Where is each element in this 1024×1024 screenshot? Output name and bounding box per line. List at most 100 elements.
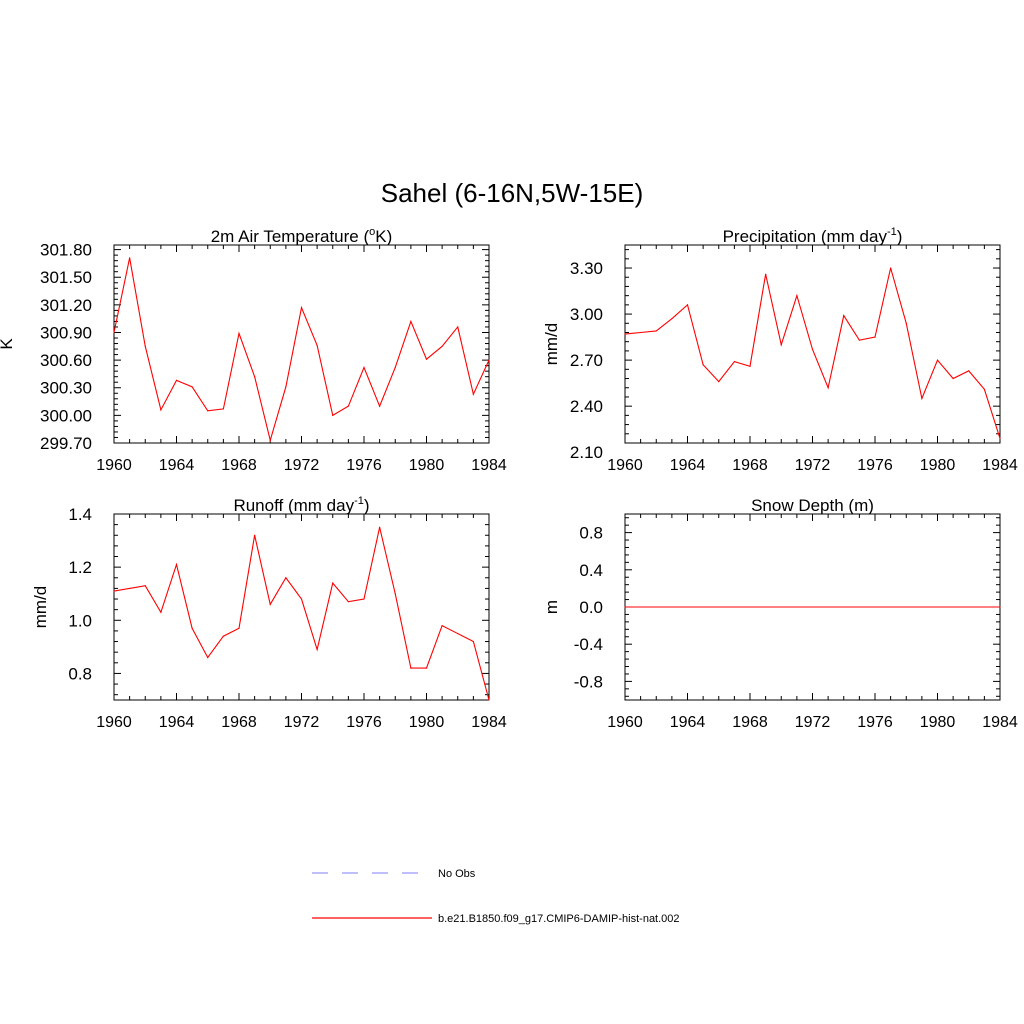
air-temperature-data-point: [254, 376, 256, 378]
air-temperature-ytick-label: 300.90: [40, 323, 92, 342]
runoff-data-point: [191, 627, 193, 629]
runoff-data-point: [222, 635, 224, 637]
precipitation-data-point: [890, 267, 892, 269]
air-temperature-data-point: [175, 379, 178, 381]
precipitation-data-point: [968, 370, 970, 372]
air-temperature-data-point: [363, 366, 365, 369]
panel-air-temperature: 2m Air Temperature (oK) K 1960 1964 1968 1972…: [0, 226, 507, 474]
air-temperature-data-point: [488, 359, 490, 361]
runoff-data-point: [472, 640, 474, 643]
air-temperature-data-point: [207, 410, 209, 412]
air-temperature-ytick-label: 301.80: [40, 241, 92, 260]
precipitation-ytick-label: 3.00: [570, 305, 603, 324]
air-temperature-ytick-label: 301.20: [40, 296, 92, 315]
runoff-xtick-label: 1968: [221, 714, 257, 731]
panel-precipitation: Precipitation (mm day-1) mm/d 1960 1964 1968…: [542, 226, 1018, 474]
precipitation-data-point: [733, 361, 735, 363]
precipitation-data-point: [827, 387, 829, 389]
panel-runoff: Runoff (mm day-1) mm/d 1960 1964 1968 1972 197…: [31, 495, 507, 731]
precipitation-data-point: [811, 348, 814, 350]
legend-no-obs-label: No Obs: [438, 868, 476, 880]
precipitation-data-point: [905, 322, 907, 324]
runoff-ylabel: mm/d: [31, 586, 50, 629]
precipitation-data-point: [936, 359, 939, 361]
precipitation-data-point: [749, 365, 751, 367]
precipitation-data-point: [999, 437, 1001, 439]
snow-depth-xtick-label: 1980: [920, 714, 956, 731]
precipitation-data-point: [624, 333, 626, 335]
air-temperature-data-point: [472, 393, 474, 395]
runoff-data-point: [457, 632, 459, 635]
runoff-xtick-label: 1972: [284, 714, 320, 731]
air-temperature-xtick-label: 1968: [221, 457, 257, 474]
precipitation-data-point: [780, 344, 782, 346]
precipitation-ytick-label: 2.70: [570, 351, 603, 370]
runoff-data-point: [300, 598, 303, 600]
precipitation-data-point: [640, 331, 642, 334]
air-temperature-ytick-label: 300.00: [40, 406, 92, 425]
precipitation-data-point: [843, 315, 845, 317]
air-temperature-data-point: [332, 414, 334, 416]
air-temperature-data-point: [441, 345, 443, 347]
runoff-ytick-label: 1.0: [68, 611, 92, 630]
precipitation-xtick-label: 1976: [857, 457, 893, 474]
snow-depth-xtick-label: 1964: [670, 714, 706, 731]
air-temperature-xtick-label: 1972: [284, 457, 320, 474]
precipitation-xtick-label: 1960: [607, 457, 643, 474]
air-temperature-data-point: [129, 257, 131, 259]
panel-snow-depth: Snow Depth (m) m 1960 1964 1968 1972 1976 1980 1…: [542, 496, 1018, 731]
precipitation-ytick-label: 2.10: [570, 443, 603, 462]
precipitation-data-point: [702, 364, 704, 366]
precipitation-title: Precipitation (mm day-1): [723, 226, 903, 246]
air-temperature-data-point: [300, 307, 303, 309]
air-temperature-ytick-label: 301.50: [40, 268, 92, 287]
air-temperature-frame: [113, 244, 490, 444]
runoff-data-point: [254, 534, 256, 536]
runoff-data-point: [394, 593, 396, 595]
precipitation-xtick-label: 1964: [670, 457, 706, 474]
precipitation-data-point: [686, 304, 689, 306]
precipitation-data-point: [796, 295, 798, 297]
precipitation-data-point: [718, 381, 720, 383]
air-temperature-xtick-label: 1984: [471, 457, 507, 474]
air-temperature-ytick-label: 300.30: [40, 379, 92, 398]
air-temperature-data-point: [238, 332, 240, 335]
precipitation-series-line: [624, 267, 1001, 439]
snow-depth-xtick-label: 1968: [732, 714, 768, 731]
snow-depth-data-point: [999, 606, 1001, 608]
snow-depth-ytick-label: 0.0: [579, 598, 603, 617]
runoff-data-point: [488, 699, 490, 701]
precipitation-data-point: [952, 377, 954, 380]
runoff-data-point: [347, 601, 349, 603]
precipitation-ytick-label: 3.30: [570, 259, 603, 278]
runoff-data-point: [379, 526, 381, 528]
snow-depth-ytick-label: 0.8: [579, 524, 603, 543]
runoff-xtick-label: 1964: [159, 714, 195, 731]
runoff-data-point: [363, 598, 365, 600]
air-temperature-data-point: [379, 405, 381, 407]
snow-depth-xtick-label: 1972: [795, 714, 831, 731]
runoff-title: Runoff (mm day-1): [233, 495, 369, 515]
precipitation-data-point: [765, 273, 767, 275]
precipitation-data-point: [921, 397, 923, 400]
snow-depth-data-point: [624, 606, 626, 608]
runoff-ytick-label: 1.2: [68, 558, 92, 577]
runoff-xtick-label: 1984: [471, 714, 507, 731]
figure-title: Sahel (6-16N,5W-15E): [381, 178, 644, 208]
snow-depth-ytick-label: 0.4: [579, 561, 603, 580]
runoff-xtick-label: 1960: [96, 714, 132, 731]
air-temperature-ytick-label: 300.60: [40, 351, 92, 370]
runoff-data-point: [207, 656, 209, 659]
snow-depth-xtick-label: 1960: [607, 714, 643, 731]
snow-depth-ylabel: m: [542, 600, 561, 614]
air-temperature-xtick-label: 1980: [409, 457, 445, 474]
runoff-data-point: [238, 627, 240, 629]
air-temperature-data-point: [285, 386, 287, 388]
snow-depth-xtick-label: 1976: [857, 714, 893, 731]
air-temperature-ylabel: K: [0, 338, 16, 350]
runoff-frame: [113, 513, 490, 701]
air-temperature-data-point: [144, 345, 146, 347]
precipitation-data-point: [858, 339, 860, 341]
air-temperature-xtick-label: 1964: [159, 457, 195, 474]
snow-depth-ytick-label: -0.8: [574, 672, 603, 691]
